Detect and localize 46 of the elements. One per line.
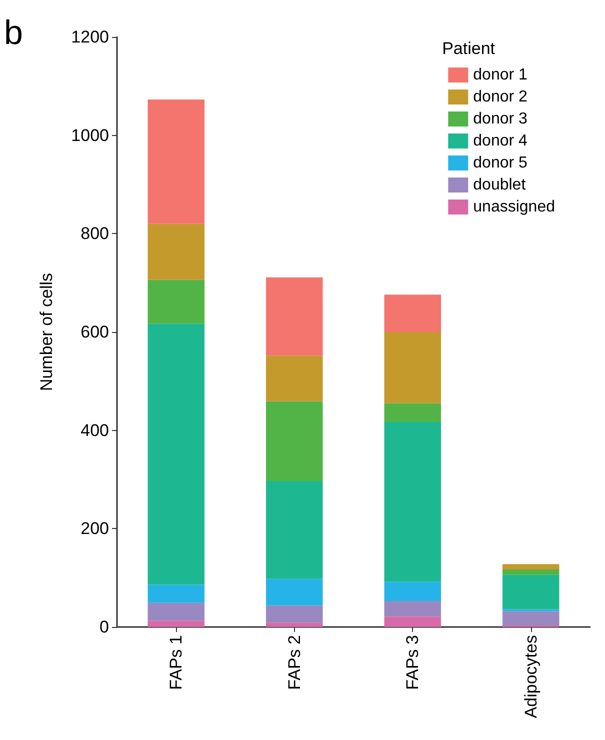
legend-label: donor 3 (473, 110, 528, 128)
y-tick-label: 200 (80, 519, 109, 538)
y-tick-label: 0 (100, 618, 109, 636)
bar (502, 574, 560, 610)
bar (384, 403, 442, 422)
legend-title: Patient (442, 39, 496, 58)
bar (502, 564, 560, 570)
legend-label: doublet (473, 176, 526, 194)
bar (266, 578, 323, 606)
bar (266, 480, 323, 579)
bar (266, 277, 323, 356)
bar (266, 622, 323, 627)
legend-label: unassigned (473, 198, 555, 216)
bar (384, 422, 442, 582)
bar (266, 356, 323, 402)
bar (384, 332, 442, 404)
legend-label: donor 5 (473, 154, 528, 172)
text: b (4, 14, 23, 52)
legend-label: donor 1 (473, 66, 528, 84)
x-tick-label: FAPs 2 (284, 635, 304, 690)
bar (502, 611, 560, 626)
bar (148, 99, 205, 224)
x-tick-label: FAPs 1 (166, 635, 186, 690)
bar (148, 280, 205, 324)
bar (384, 600, 442, 617)
bar (266, 401, 323, 481)
y-tick-label: 1200 (71, 28, 109, 46)
bar (148, 224, 205, 280)
bar (148, 584, 205, 603)
legend-label: donor 2 (473, 88, 528, 106)
legend-label: donor 4 (473, 132, 528, 150)
bar (266, 605, 323, 623)
x-tick-label: Adipocytes (521, 635, 540, 718)
bar (148, 620, 205, 627)
bar (502, 569, 560, 575)
y-tick-label: 600 (80, 322, 109, 342)
y-tick-label: 800 (80, 224, 109, 244)
y-tick-label: 400 (80, 420, 109, 440)
x-tick-label: FAPs 3 (403, 635, 422, 690)
bar (384, 294, 442, 332)
bar (384, 616, 442, 627)
bar (384, 582, 442, 601)
bar (148, 602, 205, 621)
bar (148, 324, 205, 585)
y-tick-label: 1000 (71, 126, 109, 145)
y-axis-title: Number of cells (37, 272, 56, 392)
